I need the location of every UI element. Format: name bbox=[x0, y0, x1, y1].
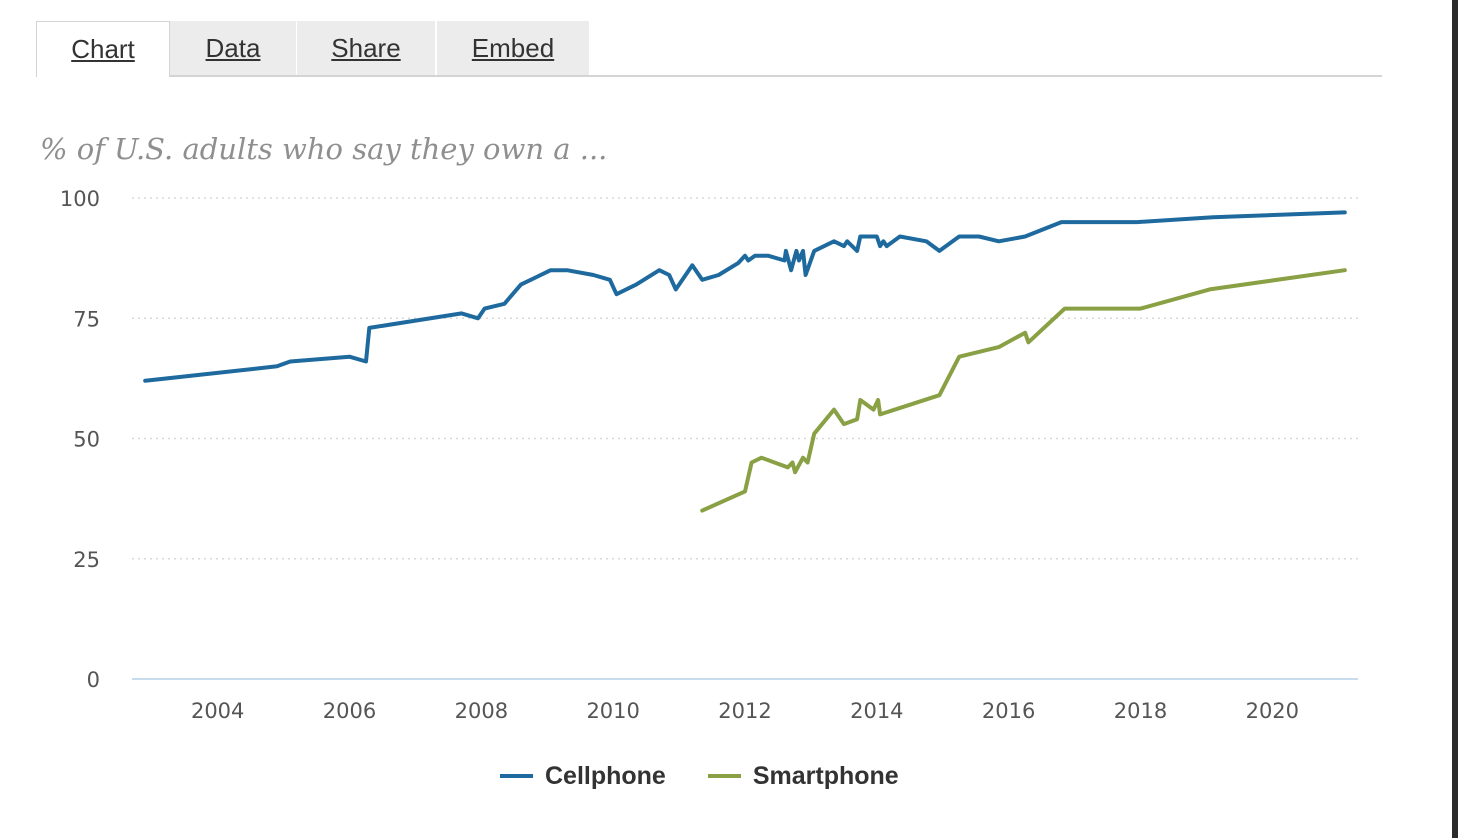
series-line-smartphone bbox=[700, 268, 1347, 513]
legend-label-cellphone: Cellphone bbox=[545, 761, 666, 790]
legend-item-cellphone: Cellphone bbox=[500, 762, 666, 791]
tab-share[interactable]: Share bbox=[297, 21, 435, 75]
legend-swatch-cellphone bbox=[500, 774, 533, 778]
y-tick-label: 25 bbox=[73, 548, 100, 572]
x-tick-label: 2016 bbox=[982, 699, 1035, 723]
y-tick-label: 0 bbox=[87, 668, 100, 692]
chart-legend: Cellphone Smartphone bbox=[500, 758, 941, 794]
chart-subtitle: % of U.S. adults who say they own a ... bbox=[40, 132, 608, 166]
tab-chart[interactable]: Chart bbox=[36, 21, 170, 77]
y-tick-label: 75 bbox=[73, 307, 100, 331]
y-tick-label: 50 bbox=[73, 428, 100, 452]
tab-embed[interactable]: Embed bbox=[437, 21, 589, 75]
x-tick-label: 2010 bbox=[586, 699, 639, 723]
legend-swatch-smartphone bbox=[707, 774, 741, 778]
x-tick-label: 2004 bbox=[191, 699, 244, 723]
legend-item-smartphone: Smartphone bbox=[707, 761, 899, 791]
x-tick-label: 2012 bbox=[718, 699, 771, 723]
x-tick-label: 2008 bbox=[455, 699, 508, 723]
x-tick-label: 2014 bbox=[850, 699, 903, 723]
legend-label-smartphone: Smartphone bbox=[752, 761, 899, 790]
y-tick-label: 100 bbox=[60, 187, 100, 211]
tab-data[interactable]: Data bbox=[170, 21, 296, 75]
series-line-cellphone bbox=[143, 210, 1347, 383]
x-tick-label: 2006 bbox=[323, 699, 376, 723]
x-tick-label: 2020 bbox=[1246, 699, 1299, 723]
tab-bar: Chart Data Share Embed bbox=[36, 21, 1382, 77]
x-tick-label: 2018 bbox=[1114, 699, 1167, 723]
window-edge bbox=[1452, 0, 1458, 838]
